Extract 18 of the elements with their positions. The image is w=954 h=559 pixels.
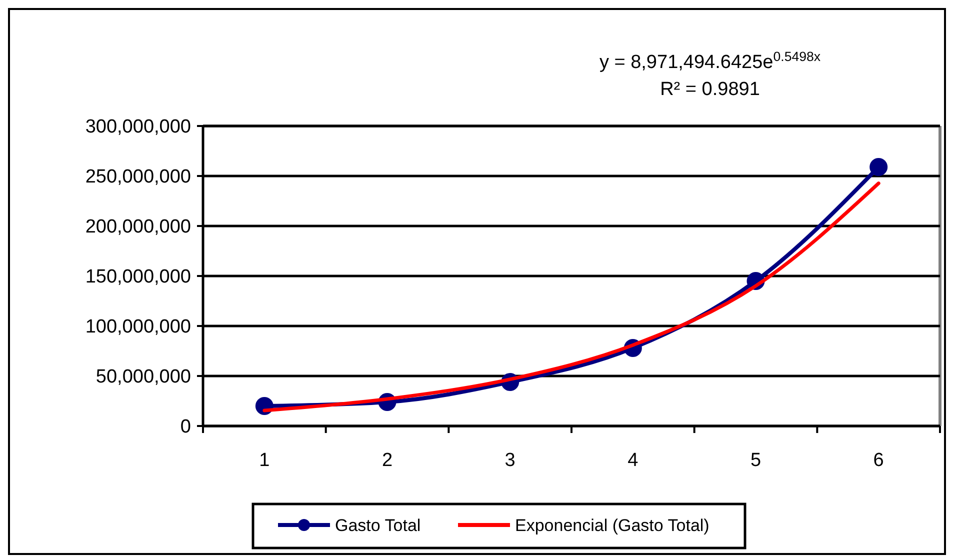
y-tick-label: 200,000,000: [85, 216, 191, 238]
x-tick-label: 3: [504, 450, 516, 471]
y-tick-label: 50,000,000: [96, 366, 191, 388]
y-tick-label: 250,000,000: [85, 166, 191, 188]
x-tick-label: 1: [259, 450, 270, 471]
legend-label: Exponencial (Gasto Total): [515, 516, 710, 535]
y-tick-label: 0: [180, 416, 191, 438]
y-tick-label: 100,000,000: [85, 316, 191, 338]
text: y = 8,971,494.6425e$^{0.5498x}$: [599, 48, 821, 73]
x-tick-label: 2: [382, 450, 393, 471]
x-tick-label: 6: [873, 450, 884, 471]
y-tick-label: 150,000,000: [85, 266, 191, 288]
x-tick-label: 5: [750, 450, 762, 471]
text: R² = 0.9891: [660, 79, 760, 100]
y-tick-label: 300,000,000: [85, 116, 191, 138]
legend-label: Gasto Total: [335, 516, 421, 535]
point: [870, 158, 888, 176]
x-tick-label: 4: [628, 450, 639, 471]
